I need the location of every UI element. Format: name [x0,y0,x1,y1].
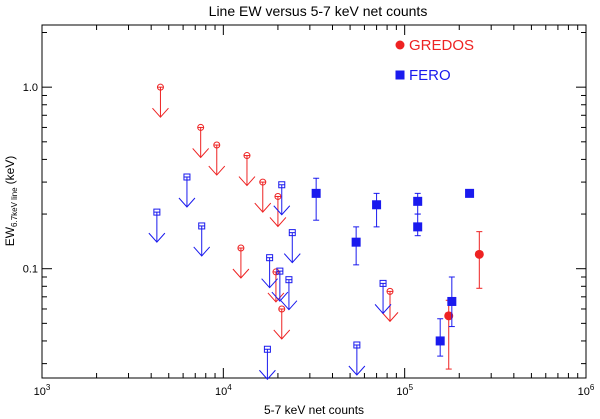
fero-upper-limit [374,279,392,315]
fero-upper-limit [148,208,166,243]
gredos-upper-limit-arrowhead [381,312,399,323]
fero-upper-limit-arrowhead [193,246,211,257]
gredos-detection-marker [444,311,454,321]
fero-upper-limit [259,345,276,381]
plot-frame [41,24,587,379]
legend-item-gredos: GREDOS [395,37,474,54]
gredos-upper-limit [238,152,256,187]
gredos-upper-limit [381,287,399,323]
gredos-upper-limit-arrowhead [208,165,226,176]
fero-detection [311,177,321,221]
x-axis-title: 5-7 keV net counts [264,403,364,417]
x-tick-label: 106 [578,383,595,398]
gredos-upper-limit-arrowhead [152,107,169,118]
fero-upper-limit-arrowhead [273,205,291,216]
fero-upper-limit [273,181,291,216]
legend: GREDOS FERO [395,37,474,84]
gredos-detection [444,299,454,370]
gredos-upper-limit-arrowhead [267,292,285,303]
fero-upper-limit [261,254,278,289]
fero-upper-limit-arrowhead [148,232,166,243]
gredos-upper-limit [232,244,250,279]
marks-layer [148,83,484,381]
fero-detection [447,276,457,328]
x-tick-label: 103 [34,383,51,398]
gredos-upper-limit-arrowhead [269,217,287,228]
gredos-upper-limit [192,123,210,159]
y-axis-title-main: EW [3,226,17,246]
fero-upper-limit [193,222,211,257]
fero-detection-marker [413,222,423,232]
gredos-upper-limit-arrowhead [192,148,210,159]
legend-marker-fero [395,70,405,80]
fero-upper-limit-arrowhead [259,369,276,381]
fero-detection [413,213,423,237]
fero-upper-limit [280,276,298,311]
gredos-upper-limit-arrowhead [232,268,250,279]
fero-detection-marker [413,196,423,206]
fero-detection [351,226,361,266]
fero-detection-marker [311,188,321,198]
fero-detection [413,192,423,215]
fero-upper-limit [178,173,196,208]
fero-detection-marker [372,200,382,210]
gredos-detection-marker [474,249,484,259]
gredos-upper-limit [273,305,291,340]
gredos-upper-limit-arrowhead [238,176,256,187]
fero-upper-limit-arrowhead [178,197,196,208]
gredos-detection [474,231,484,289]
fero-upper-limit-arrowhead [283,253,301,264]
chart-title: Line EW versus 5-7 keV net counts [209,3,428,19]
fero-upper-limit [271,267,289,302]
y-tick-label: 1.0 [23,82,38,94]
gredos-upper-limit [269,192,287,228]
fero-detection-marker [465,188,475,198]
y-axis-title: EW6.7keV line (keV) [3,156,19,247]
y-axis-title-unit: (keV) [3,156,17,185]
legend-marker-gredos [395,40,405,50]
legend-label-fero: FERO [409,67,451,84]
gredos-upper-limit [152,83,169,118]
gredos-upper-limit-arrowhead [254,202,272,213]
fero-detection [465,188,475,198]
fero-upper-limit-arrowhead [348,365,366,376]
legend-item-fero: FERO [395,67,451,84]
y-axis-title-subscript: 6.7keV line [10,187,19,227]
fero-detection [372,192,382,228]
fero-upper-limit [348,341,366,376]
fero-upper-limit-arrowhead [271,291,289,302]
gredos-upper-limit-arrowhead [273,329,291,340]
gredos-upper-limit [254,178,272,213]
fero-detection-marker [435,336,445,346]
fero-upper-limit-arrowhead [374,304,392,315]
x-tick-label: 105 [396,383,413,398]
legend-label-gredos: GREDOS [409,37,474,54]
y-tick-label: 0.1 [23,264,38,276]
fero-upper-limit-arrowhead [280,300,298,311]
x-tick-label: 104 [215,383,232,398]
axes-layer: 103 104 105 106 0.1 1.0 [23,25,595,398]
fero-detection-marker [447,296,457,306]
gredos-upper-limit [208,141,226,176]
fero-detection-marker [351,237,361,247]
fero-detection [435,318,445,357]
fero-upper-limit-arrowhead [261,278,278,289]
fero-upper-limit [283,229,301,264]
